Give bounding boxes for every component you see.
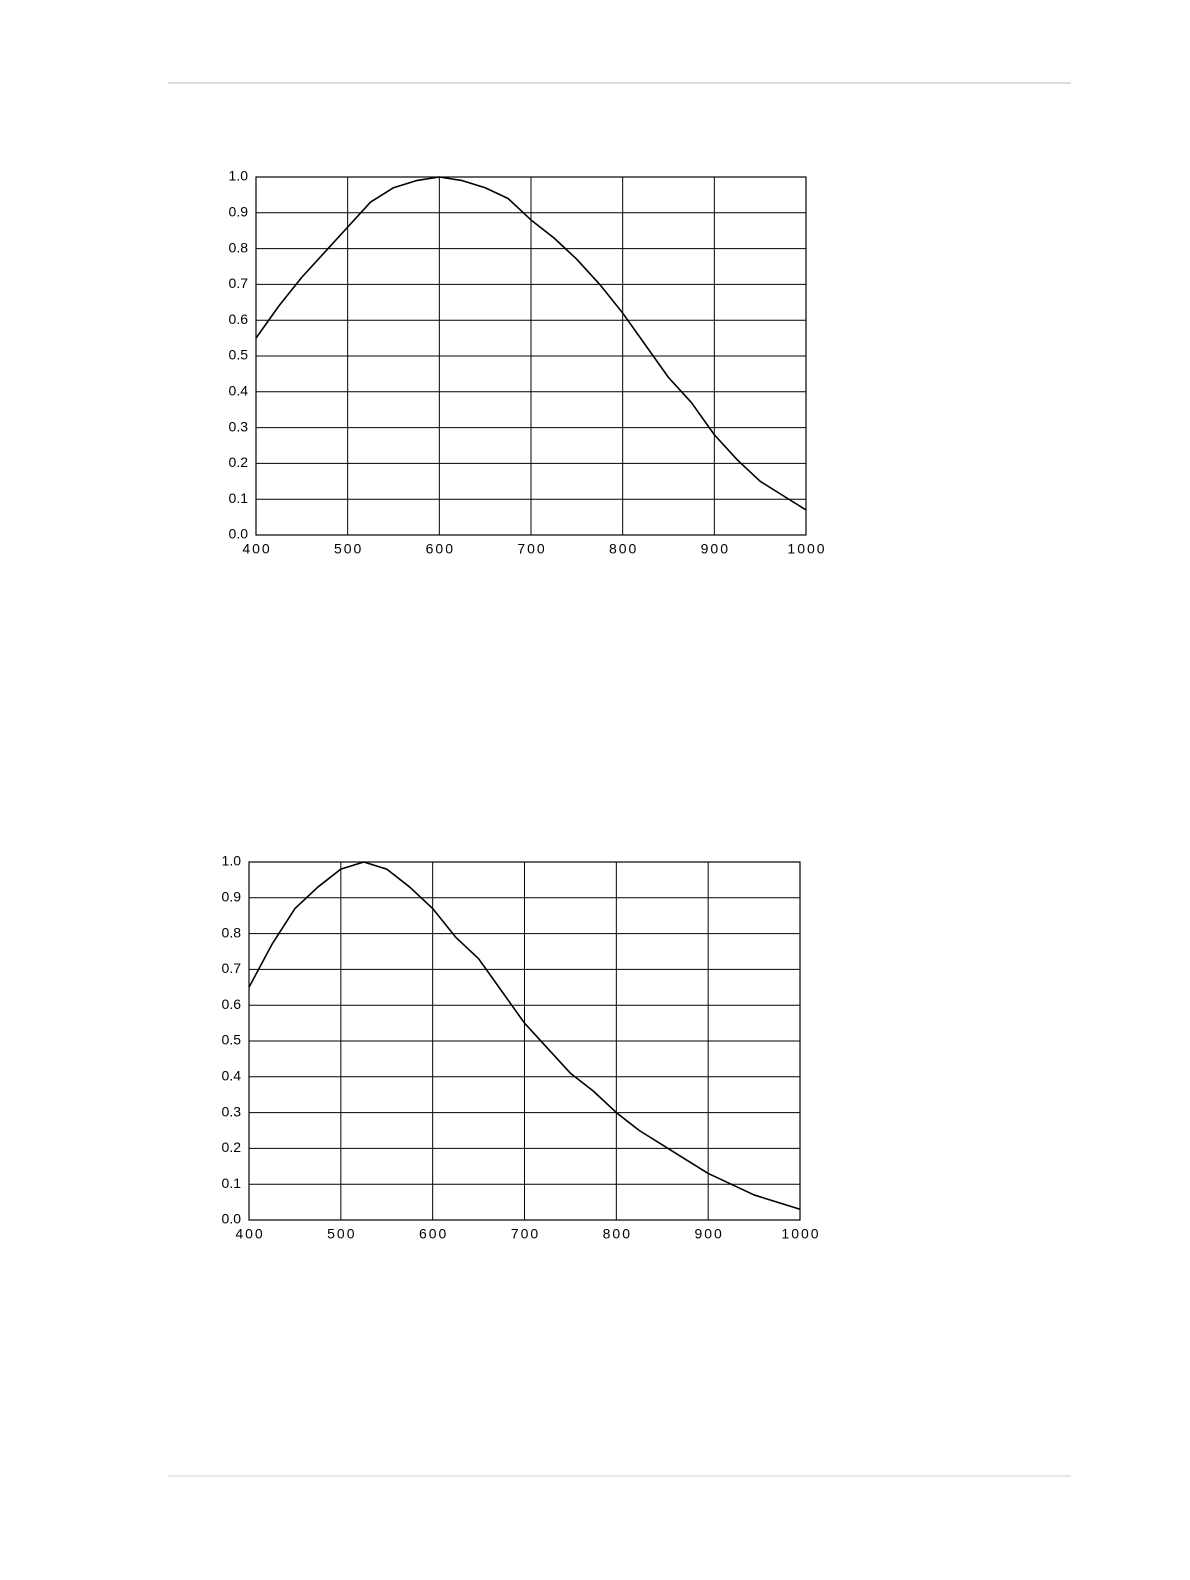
- y-tick-label: 0.9: [229, 204, 249, 220]
- x-tick-label: 800: [603, 1226, 632, 1242]
- y-tick-label: 0.8: [229, 239, 249, 255]
- y-tick-label: 0.9: [222, 889, 242, 905]
- y-tick-label: 0.2: [229, 454, 249, 470]
- x-tick-label: 400: [235, 1226, 264, 1242]
- y-tick-label: 0.4: [229, 383, 249, 399]
- y-tick-label: 0.7: [222, 960, 242, 976]
- y-tick-label: 0.0: [229, 526, 249, 542]
- x-tick-label: 500: [327, 1226, 356, 1242]
- y-tick-label: 0.5: [229, 347, 249, 363]
- y-tick-label: 1.0: [229, 168, 249, 184]
- x-tick-label: 700: [517, 541, 546, 557]
- y-tick-label: 0.8: [222, 924, 242, 940]
- x-tick-label: 900: [701, 541, 730, 557]
- y-tick-label: 0.5: [222, 1032, 242, 1048]
- y-tick-label: 0.1: [229, 490, 249, 506]
- y-tick-label: 0.0: [222, 1211, 242, 1227]
- data-line: [248, 861, 801, 1211]
- y-tick-label: 0.3: [222, 1103, 242, 1119]
- y-tick-label: 0.6: [229, 311, 249, 327]
- plot-frame: [255, 176, 807, 536]
- y-tick-label: 0.1: [222, 1175, 242, 1191]
- x-tick-label: 700: [511, 1226, 540, 1242]
- y-tick-label: 0.3: [229, 418, 249, 434]
- y-tick-label: 1.0: [222, 853, 242, 869]
- x-tick-label: 1000: [787, 541, 826, 557]
- data-line: [255, 176, 807, 511]
- x-tick-label: 600: [426, 541, 455, 557]
- x-tick-label: 900: [694, 1226, 723, 1242]
- y-tick-label: 0.2: [222, 1139, 242, 1155]
- x-tick-label: 400: [242, 541, 271, 557]
- x-tick-label: 500: [334, 541, 363, 557]
- y-tick-label: 0.7: [229, 275, 249, 291]
- y-tick-label: 0.6: [222, 996, 242, 1012]
- x-tick-label: 1000: [781, 1226, 820, 1242]
- plot-frame: [248, 861, 801, 1221]
- x-tick-label: 800: [609, 541, 638, 557]
- x-tick-label: 600: [419, 1226, 448, 1242]
- y-tick-label: 0.4: [222, 1068, 242, 1084]
